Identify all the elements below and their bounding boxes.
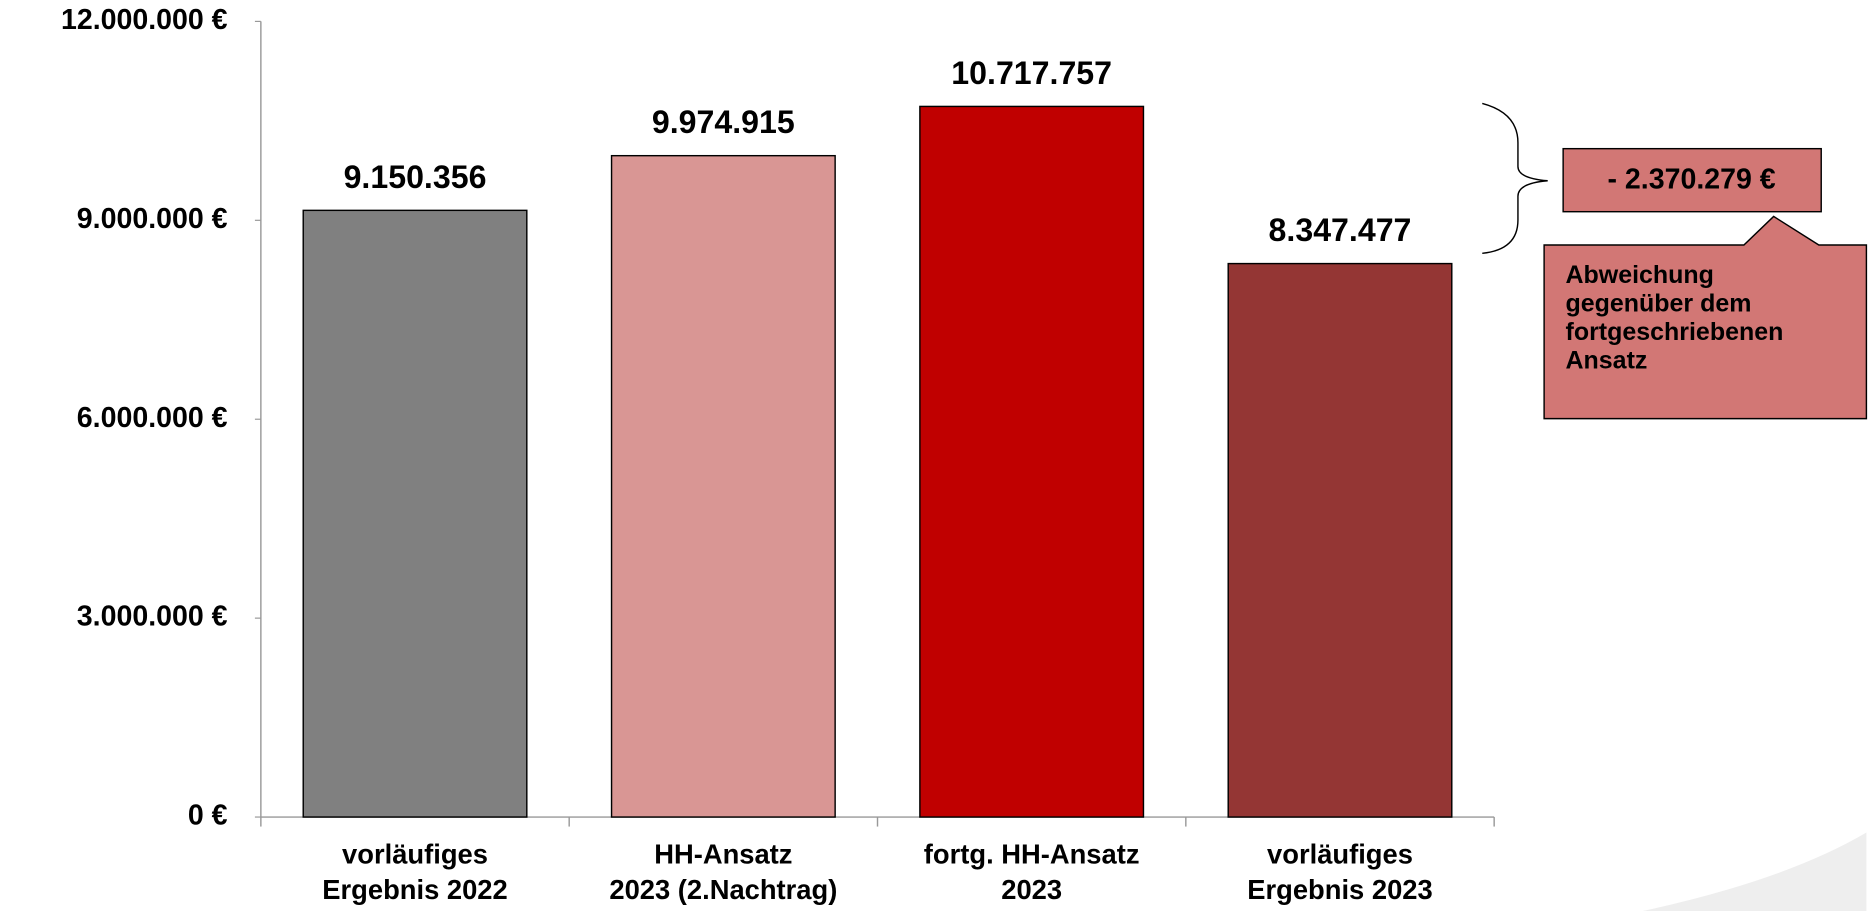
x-tick-label: vorläufiges Ergebnis 2023 (1247, 839, 1432, 906)
difference-box (1562, 147, 1822, 213)
brace (1482, 102, 1548, 255)
value-label: 9.150.356 (344, 159, 487, 195)
x-tick-label: vorläufiges Ergebnis 2022 (322, 839, 507, 906)
value-label: 10.717.757 (951, 55, 1112, 91)
x-tick-label: fortg. HH-Ansatz 2023 (924, 839, 1140, 906)
bar (302, 209, 528, 818)
y-tick-label: 6.000.000 € (77, 402, 228, 434)
corner-decoration (1642, 832, 1867, 911)
x-tick-label: HH-Ansatz 2023 (2.Nachtrag) (609, 839, 837, 906)
y-tick-label: 12.000.000 € (61, 4, 228, 36)
bar (919, 105, 1145, 818)
y-tick-label: 9.000.000 € (77, 203, 228, 235)
bar (1227, 262, 1453, 818)
y-tick-label: 3.000.000 € (77, 601, 228, 633)
value-label: 8.347.477 (1269, 212, 1412, 248)
callout-text: Abweichung gegenüber dem fortgeschriebenen… (1566, 261, 1784, 375)
bar (610, 154, 836, 818)
difference-label: - 2.370.279 € (1608, 163, 1776, 195)
y-tick-label: 0 € (188, 800, 228, 832)
callout (1543, 215, 1868, 420)
value-label: 9.974.915 (652, 104, 795, 140)
